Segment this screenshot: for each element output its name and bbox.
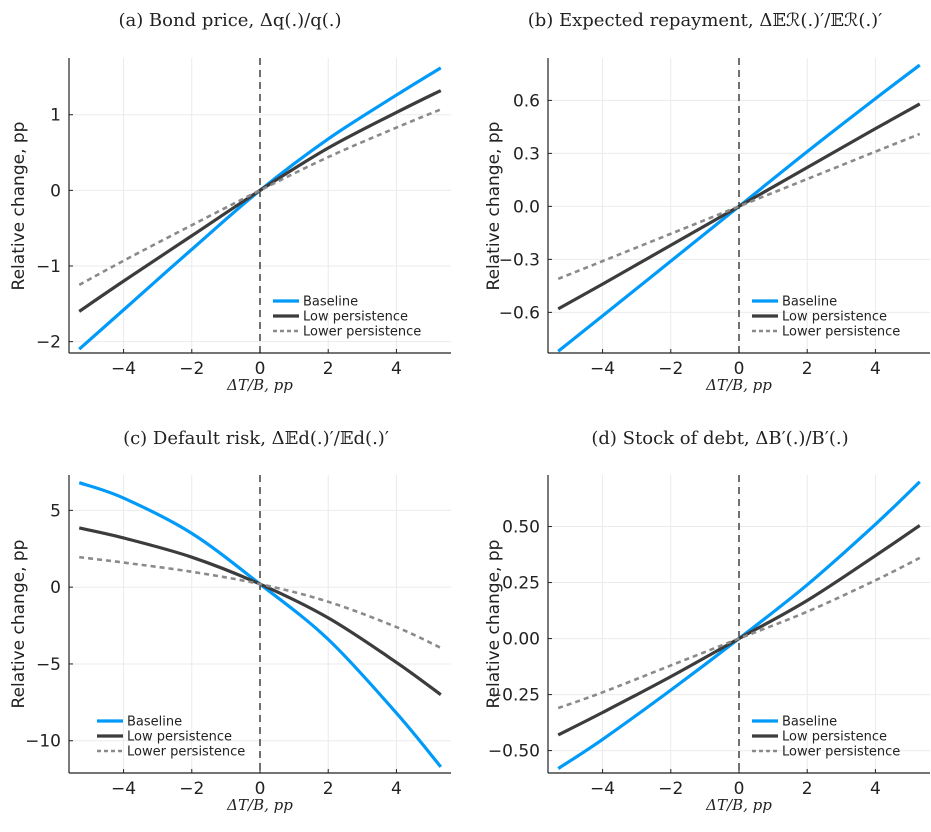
y-tick-label: −0.3: [499, 250, 540, 270]
y-axis-label: Relative change, pp: [484, 122, 504, 291]
legend-label: Lower persistence: [782, 745, 900, 760]
legend-label: Lower persistence: [127, 745, 245, 760]
x-axis-label: ΔT/B, pp: [705, 796, 772, 814]
chart-title: (a) Bond price, Δq(.)/q(.): [118, 10, 341, 31]
series-line-lower: [557, 132, 921, 281]
y-tick-label: 0.25: [502, 574, 540, 594]
y-tick-label: 0.00: [502, 630, 540, 650]
legend-label: Low persistence: [127, 730, 232, 745]
legend-label: Low persistence: [782, 730, 887, 745]
x-axis-label: ΔT/B, pp: [705, 376, 772, 394]
series-line-low: [557, 102, 921, 311]
x-tick-label: 2: [323, 359, 334, 379]
x-tick-label: 0: [255, 779, 266, 799]
y-axis-label: Relative change, pp: [9, 122, 29, 291]
y-tick-label: 0.50: [502, 518, 540, 538]
chart-panel-1: (a) Bond price, Δq(.)/q(.) −4 −2 0 2 4 −2 −1 0 1 Δ…: [9, 10, 451, 394]
y-tick-label: −0.25: [488, 686, 540, 706]
x-tick-label: 0: [734, 779, 745, 799]
x-tick-label: 0: [255, 359, 266, 379]
legend-label: Baseline: [782, 715, 837, 730]
x-tick-label: 4: [391, 359, 402, 379]
legend-label: Baseline: [127, 715, 182, 730]
legend-label: Baseline: [782, 295, 837, 310]
legend-label: Low persistence: [303, 310, 408, 325]
y-tick-label: 0: [50, 181, 61, 201]
x-tick-label: 4: [870, 359, 881, 379]
y-axis-label: Relative change, pp: [9, 540, 29, 709]
legend-label: Low persistence: [782, 310, 887, 325]
legend-label: Lower persistence: [782, 325, 900, 340]
x-axis-label: ΔT/B, pp: [226, 796, 293, 814]
y-tick-label: 5: [50, 501, 61, 521]
x-tick-label: 2: [802, 779, 813, 799]
y-tick-label: −10: [25, 732, 61, 752]
legend-label: Baseline: [303, 295, 358, 310]
y-tick-label: 0.3: [513, 144, 540, 164]
y-tick-label: 0: [50, 578, 61, 598]
y-tick-label: −0.6: [499, 303, 540, 323]
chart-panel-2: (b) Expected repayment, Δ𝔼ℛ(.)′/𝔼ℛ(.)′ −4…: [484, 10, 930, 394]
x-axis-label: ΔT/B, pp: [226, 376, 293, 394]
chart-title: (c) Default risk, Δ𝔼d(.)′/𝔼d(.)′: [123, 428, 389, 449]
series-line-lower: [557, 556, 921, 710]
x-tick-label: −4: [590, 359, 615, 379]
chart-panel-3: (c) Default risk, Δ𝔼d(.)′/𝔼d(.)′ −4 −2 0 2 4 −…: [9, 428, 451, 814]
legend-label: Lower persistence: [303, 325, 421, 340]
x-tick-label: 0: [734, 359, 745, 379]
y-tick-label: 0.6: [513, 91, 540, 111]
x-tick-label: −4: [590, 779, 615, 799]
series-line-low: [78, 89, 442, 313]
x-tick-label: 4: [870, 779, 881, 799]
chart-title: (b) Expected repayment, Δ𝔼ℛ(.)′/𝔼ℛ(.)′: [528, 10, 883, 31]
x-tick-label: −2: [179, 779, 204, 799]
y-axis-label: Relative change, pp: [484, 540, 504, 709]
series-line-lower: [79, 555, 442, 649]
y-tick-label: −5: [36, 655, 61, 675]
x-tick-label: −4: [111, 359, 136, 379]
x-tick-label: 2: [802, 359, 813, 379]
y-tick-label: 1: [50, 106, 61, 126]
y-tick-label: −0.50: [488, 742, 540, 762]
series-line-lower: [78, 108, 442, 287]
x-tick-label: 2: [323, 779, 334, 799]
x-tick-label: −4: [111, 779, 136, 799]
y-tick-label: −1: [36, 257, 61, 277]
y-tick-label: 0.0: [513, 197, 540, 217]
chart-panel-4: (d) Stock of debt, ΔB′(.)/B′(.) −4 −2 0 2 4 −0…: [484, 428, 930, 814]
x-tick-label: −2: [658, 779, 683, 799]
x-tick-label: −2: [179, 359, 204, 379]
x-tick-label: 4: [391, 779, 402, 799]
chart-title: (d) Stock of debt, ΔB′(.)/B′(.): [591, 428, 848, 449]
x-tick-label: −2: [658, 359, 683, 379]
y-tick-label: −2: [36, 333, 61, 353]
